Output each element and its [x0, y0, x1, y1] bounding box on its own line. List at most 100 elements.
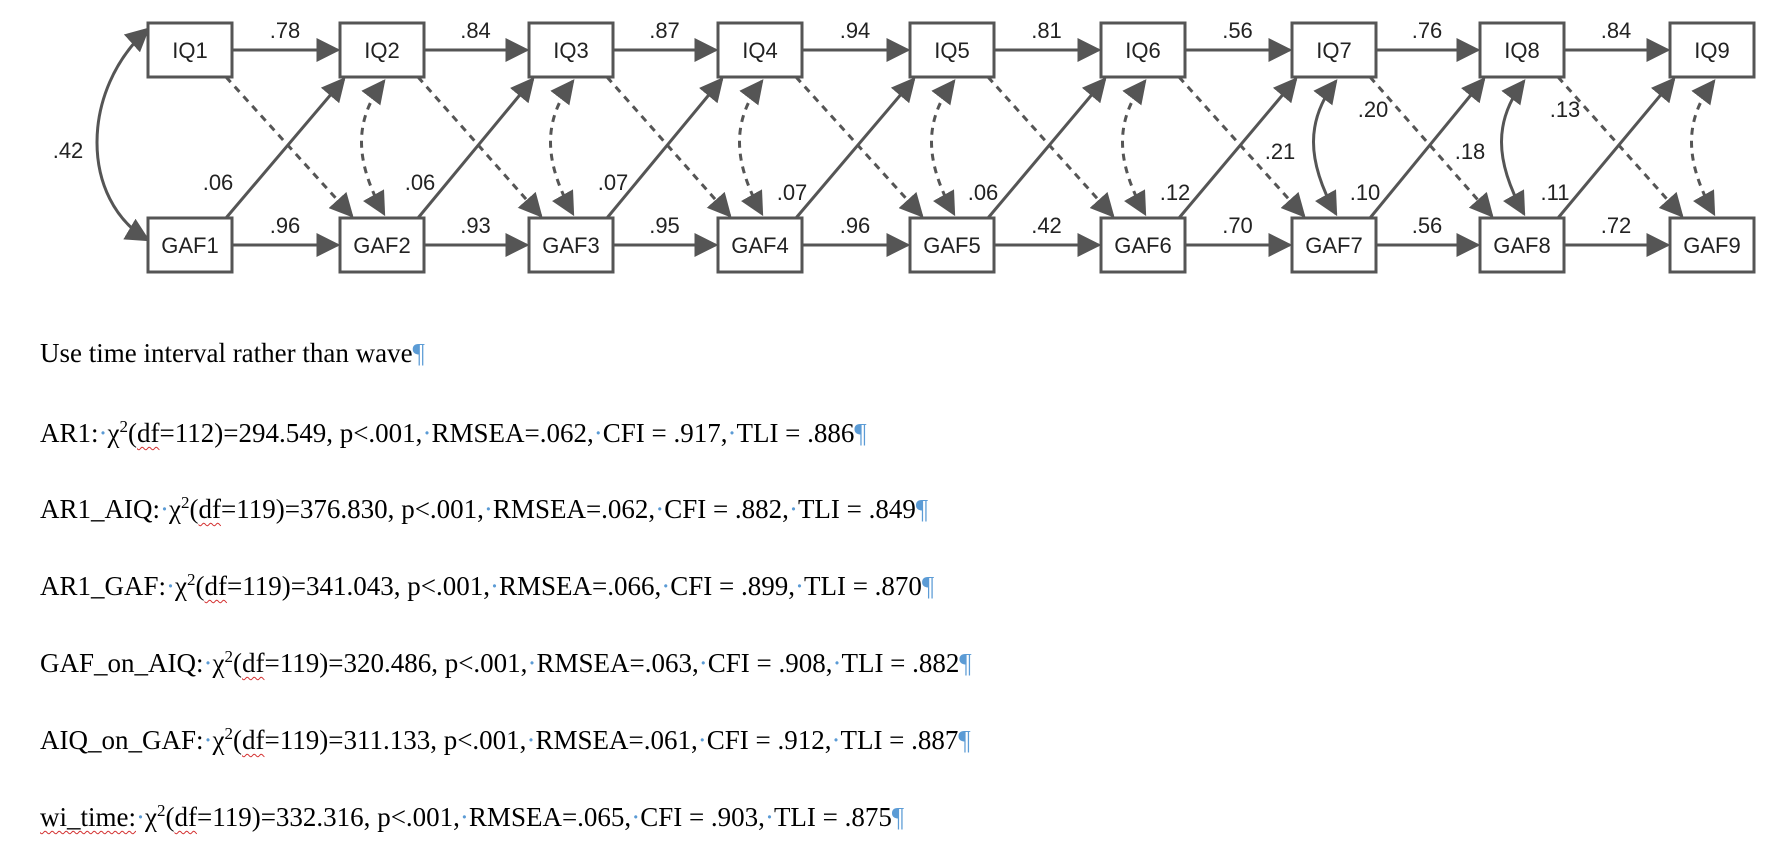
chi-superscript: 2 [156, 801, 166, 820]
chi-superscript: 2 [224, 724, 234, 743]
iq-to-gaf-path [1177, 75, 1306, 218]
covariance-curve [738, 79, 764, 217]
gaf-node-label: GAF2 [353, 233, 410, 258]
chi-symbol: χ [145, 802, 157, 832]
iq-node-label: IQ4 [742, 38, 777, 63]
space-mark: · [136, 802, 145, 832]
space-mark: · [98, 418, 108, 448]
gaf-autoregressive-label: .96 [270, 213, 301, 238]
iq-node-label: IQ7 [1316, 38, 1351, 63]
gaf-to-iq-label: .07 [777, 180, 808, 205]
space-mark: · [661, 571, 671, 601]
space-mark: · [655, 494, 665, 524]
iq-node-label: IQ6 [1125, 38, 1160, 63]
path-diagram: IQ1 GAF1 IQ2 GAF2 IQ3 GAF3 IQ4 GAF4 IQ5 GAF5 IQ6 GA… [53, 18, 1756, 274]
paren: ( [233, 725, 242, 755]
gaf-to-iq-label: .12 [1160, 180, 1191, 205]
space [437, 725, 444, 755]
space-mark: · [526, 725, 536, 755]
iq-node-label: IQ3 [553, 38, 588, 63]
chi-superscript: 2 [119, 417, 129, 436]
df-label: df [242, 648, 265, 678]
chi-value: =119)=376.830, [220, 494, 395, 524]
space-mark: · [483, 494, 493, 524]
tli-value: TLI = .882 [841, 648, 960, 678]
iq-node-box [1290, 21, 1378, 79]
gaf-node-box [1290, 216, 1378, 274]
space-mark: · [631, 802, 641, 832]
tli-value: TLI = .886 [736, 418, 855, 448]
covariance-curve [930, 79, 956, 217]
cfi-value: CFI = .899, [670, 571, 795, 601]
gaf-to-iq-path [986, 77, 1107, 219]
iq-node-box [1099, 21, 1187, 79]
model-fit-line: wi_time:·χ2(df=119)=332.316, p<.001,·RMS… [40, 802, 904, 832]
chi-symbol: χ [169, 494, 181, 524]
space [438, 648, 445, 678]
cfi-value: CFI = .908, [707, 648, 833, 678]
iq-to-gaf-path [605, 76, 732, 218]
gaf-autoregressive-label: .93 [460, 213, 491, 238]
chi-value: =119)=311.133, [264, 725, 437, 755]
chi-symbol: χ [107, 418, 120, 448]
cfi-value: CFI = .903, [640, 802, 765, 832]
gaf-autoregressive-label: .96 [840, 213, 871, 238]
tli-value: TLI = .849 [797, 494, 916, 524]
gaf-node-label: GAF3 [542, 233, 599, 258]
rmsea-value: RMSEA=.061, [535, 725, 698, 755]
iq-node-box [527, 21, 615, 79]
chi-value: =112)=294.549, [159, 418, 333, 448]
space-mark: · [697, 725, 707, 755]
paren: ( [233, 648, 242, 678]
space-mark: · [794, 571, 804, 601]
chi-symbol: χ [212, 725, 225, 755]
gaf-node-label: GAF5 [923, 233, 980, 258]
rmsea-value: RMSEA=.062, [492, 494, 656, 524]
pilcrow-mark: ¶ [854, 418, 867, 448]
rmsea-value: RMSEA=.063, [536, 648, 699, 678]
space-mark: · [160, 494, 169, 524]
p-value: p<.001, [377, 802, 460, 832]
cfi-value: CFI = .912, [706, 725, 832, 755]
iq-node-box [1668, 21, 1756, 79]
iq-autoregressive-label: .78 [270, 18, 301, 43]
gaf-node-box [908, 216, 996, 274]
iq-autoregressive-label: .81 [1031, 18, 1062, 43]
space-mark: · [727, 418, 737, 448]
heading-paragraph: Use time interval rather than wave¶ [40, 338, 425, 368]
model-fit-line: AIQ_on_GAF:·χ2(df=119)=311.133, p<.001,·… [40, 725, 971, 755]
tli-value: TLI = .887 [840, 725, 959, 755]
cfi-value: CFI = .882, [664, 494, 789, 524]
covariance-curve [360, 79, 386, 217]
df-label: df [174, 802, 197, 832]
covariance-label: .42 [53, 138, 84, 163]
tli-value: TLI = .875 [773, 802, 892, 832]
iq-node-label: IQ1 [172, 38, 207, 63]
iq-node-label: IQ2 [364, 38, 399, 63]
gaf-node-box [716, 216, 804, 274]
covariance-curve [95, 27, 151, 242]
gaf-node-box [146, 216, 234, 274]
model-name: GAF_on_AIQ: [40, 648, 204, 678]
space-mark: · [489, 571, 499, 601]
model-fit-line: AR1_GAF:·χ2(df=119)=341.043, p<.001,·RMS… [40, 571, 934, 601]
gaf-autoregressive-label: .72 [1601, 213, 1632, 238]
model-name: AR1_GAF: [40, 571, 167, 601]
space-mark: · [459, 802, 469, 832]
model-name: wi_time: [40, 802, 136, 832]
gaf-autoregressive-label: .56 [1412, 213, 1443, 238]
gaf-to-iq-path [1368, 77, 1486, 219]
iq-autoregressive-label: .87 [649, 18, 680, 43]
chi-superscript: 2 [180, 493, 190, 512]
covariance-curve [1121, 79, 1147, 217]
space [333, 418, 340, 448]
iq-autoregressive-label: .94 [840, 18, 871, 43]
chi-value: =119)=320.486, [264, 648, 438, 678]
iq-autoregressive-label: .84 [460, 18, 491, 43]
covariance-curve [1500, 79, 1526, 217]
pilcrow-mark: ¶ [915, 494, 929, 524]
gaf-autoregressive-label: .42 [1031, 213, 1062, 238]
p-value: p<.001, [443, 725, 527, 755]
gaf-node-box [338, 216, 426, 274]
iq-node-box [146, 21, 234, 79]
